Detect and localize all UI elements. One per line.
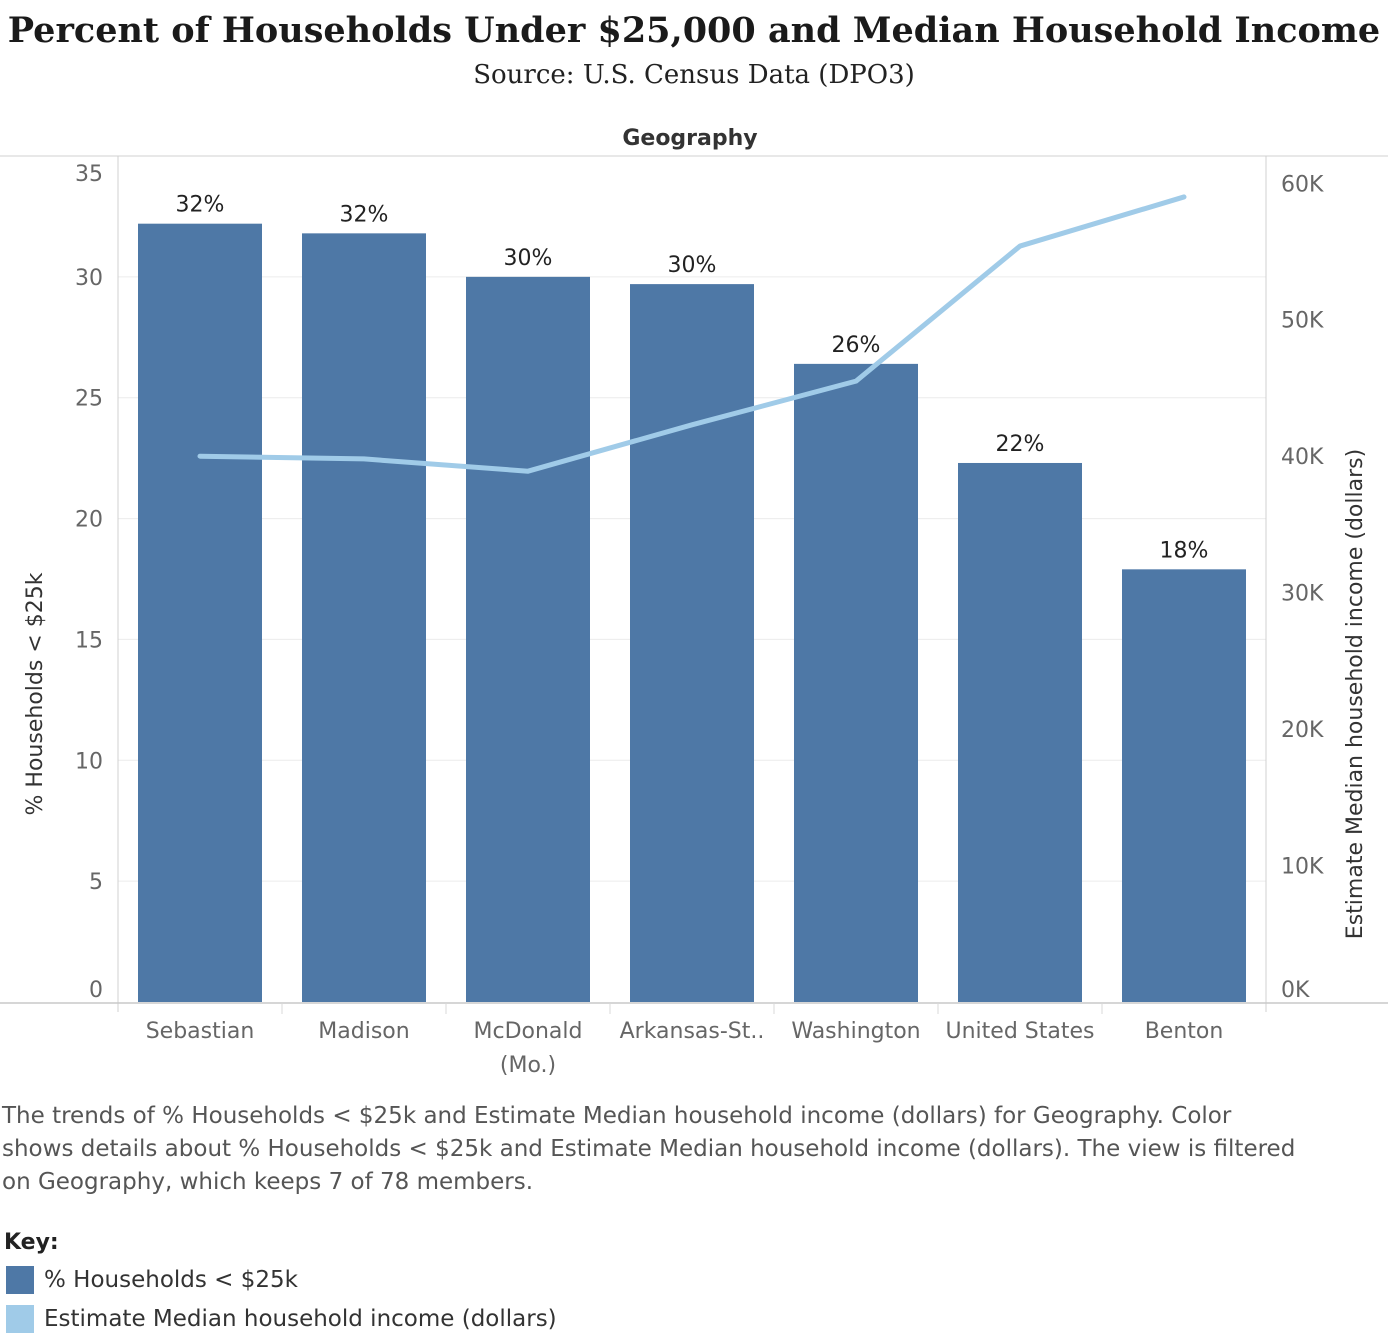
bar-data-label: 30% (668, 253, 717, 278)
bar (302, 233, 426, 1002)
bar-data-label: 32% (340, 202, 389, 227)
bar (958, 462, 1082, 1002)
x-category-label: McDonald (474, 1019, 583, 1044)
y-left-axis-title: % Households < $25k (23, 572, 48, 815)
chart-subtitle: Source: U.S. Census Data (DPO3) (473, 60, 915, 90)
x-category-label: Benton (1145, 1019, 1224, 1044)
x-category-label: Madison (318, 1019, 409, 1044)
x-category-label: Arkansas-St.. (620, 1019, 765, 1044)
y-right-tick-label: 30K (1281, 582, 1324, 607)
bar (138, 223, 262, 1002)
y-right-tick-label: 0K (1281, 978, 1310, 1003)
bar-data-label: 26% (832, 333, 881, 358)
y-right-tick-label: 20K (1281, 718, 1324, 743)
y-left-tick-label: 35 (75, 162, 103, 187)
key-swatch-households (6, 1266, 34, 1294)
key-title: Key: (4, 1230, 59, 1255)
x-category-label: Sebastian (146, 1019, 255, 1044)
y-left-tick-label: 15 (75, 628, 103, 653)
bar (466, 276, 590, 1002)
bar (630, 284, 754, 1002)
income-line (197, 194, 1187, 474)
chart-title: Percent of Households Under $25,000 and … (7, 10, 1381, 51)
key-swatch-income (6, 1305, 34, 1333)
y-right-tick-label: 40K (1281, 445, 1324, 470)
chart-caption: The trends of % Households < $25k and Es… (2, 1103, 1296, 1195)
y-left-tick-label: 20 (75, 508, 103, 533)
bar-data-label: 32% (176, 193, 225, 218)
y-left-tick-label: 30 (75, 266, 103, 291)
key-label-households: % Households < $25k (44, 1267, 298, 1293)
x-category-label: (Mo.) (500, 1053, 556, 1078)
y-right-tick-label: 10K (1281, 855, 1324, 880)
bar-data-label: 22% (996, 432, 1045, 457)
x-category-label: United States (946, 1019, 1095, 1044)
key-item-households: % Households < $25k (6, 1265, 298, 1295)
bar-data-label: 18% (1160, 538, 1209, 563)
chart: Geography 0 5 10 15 20 25 30 35 0K 10K 20K 30K 40K 50K… (0, 126, 1388, 1078)
y-left-tick-label: 10 (75, 749, 103, 774)
y-left-tick-label: 25 (75, 387, 103, 412)
y-right-tick-label: 50K (1281, 309, 1324, 334)
x-category-label: Washington (791, 1019, 920, 1044)
bar (794, 363, 918, 1002)
y-right-axis-title: Estimate Median household income (dollar… (1343, 449, 1368, 939)
bar-data-label: 30% (504, 246, 553, 271)
column-header: Geography (622, 126, 757, 151)
key-item-income: Estimate Median household income (dollar… (6, 1304, 557, 1334)
bar (1122, 569, 1246, 1002)
y-right-tick-label: 60K (1281, 172, 1324, 197)
key-label-income: Estimate Median household income (dollar… (44, 1306, 557, 1332)
y-left-tick-label: 5 (89, 870, 103, 895)
y-left-tick-label: 0 (89, 978, 103, 1003)
